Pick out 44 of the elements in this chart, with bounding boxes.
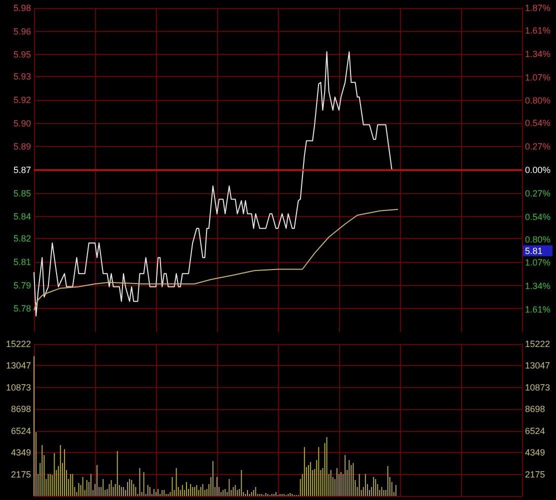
y-tick-label: 4349 [10, 448, 31, 458]
y2-tick-label: 1.34% [525, 48, 551, 59]
y-tick-label: 5.95 [13, 50, 31, 60]
y-tick-label: 5.96 [13, 26, 31, 36]
y2-tick-label: 0.54% [525, 118, 551, 128]
y-tick-label: 5.85 [13, 188, 31, 198]
y2-tick-label: 0.80% [525, 96, 551, 106]
y-tick-label: 5.93 [13, 72, 31, 82]
y2-tick-label: 0.54% [525, 212, 551, 222]
y2-tick-label: 1.07% [525, 72, 551, 82]
y2-tick-label: 0.00% [525, 165, 551, 175]
y2-tick-label: 0.27% [525, 188, 551, 198]
y2-tick-label: 8698 [525, 404, 546, 414]
y2-tick-label: 0.80% [525, 234, 551, 244]
y2-tick-label: 0.27% [525, 142, 551, 152]
y-tick-label: 2175 [10, 469, 31, 480]
y2-tick-label: 4349 [525, 448, 546, 458]
y2-tick-label: 13047 [525, 360, 550, 371]
y2-tick-label: 1.61% [525, 26, 551, 36]
y-tick-label: 15222 [6, 339, 31, 349]
line-series [34, 208, 398, 311]
y2-tick-label: 6524 [525, 426, 546, 436]
y2-tick-label: 1.34% [525, 281, 551, 292]
y-tick-label: 5.92 [13, 94, 31, 105]
y2-tick-label: 1.87% [525, 3, 551, 13]
y2-tick-label: 1.61% [525, 304, 551, 314]
y-tick-label: 5.81 [13, 256, 31, 267]
y-tick-label: 5.82 [13, 234, 31, 244]
y-tick-label: 10873 [6, 382, 31, 392]
y-tick-label: 5.84 [13, 212, 31, 222]
y2-tick-label: 15222 [525, 339, 550, 349]
y2-tick-label: 2175 [525, 469, 546, 480]
y-tick-label: 6524 [10, 426, 31, 436]
y-tick-label: 5.78 [13, 304, 31, 314]
y-tick-label: 5.87 [13, 165, 31, 175]
y-tick-label: 5.90 [13, 118, 31, 128]
y-tick-label: 5.89 [13, 142, 31, 152]
y-tick-label: 5.79 [13, 280, 31, 290]
text: 5.81 [525, 246, 543, 256]
y2-tick-label: 10873 [525, 382, 550, 392]
y-tick-label: 8698 [10, 404, 31, 414]
y2-tick-label: 1.07% [525, 258, 551, 268]
y-tick-label: 5.98 [13, 3, 31, 13]
y-tick-label: 13047 [6, 360, 31, 371]
